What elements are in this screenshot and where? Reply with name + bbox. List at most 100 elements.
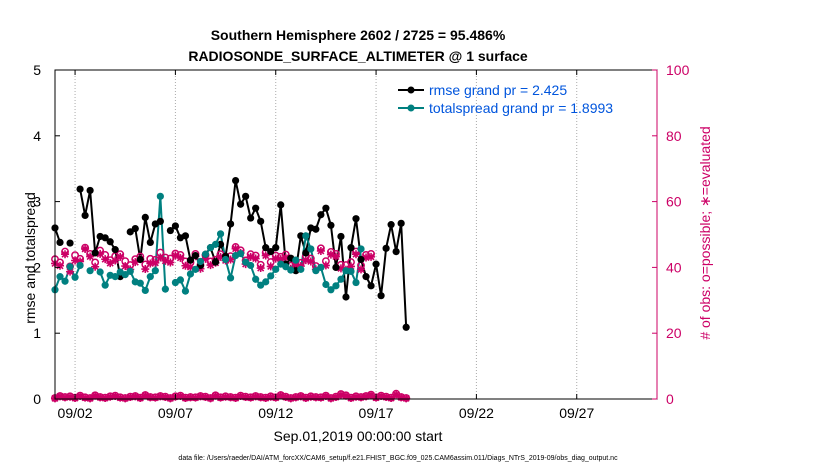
obs-evaluated-marker (81, 244, 90, 253)
totalspread-point (156, 192, 164, 200)
obs-evaluated-low-marker (211, 391, 220, 400)
rmse-point (362, 273, 370, 281)
x-tick-label: 09/02 (58, 405, 93, 421)
obs-evaluated-low-marker (276, 391, 285, 400)
y-tick-label: 5 (33, 62, 41, 78)
y-tick-label: 0 (33, 391, 41, 407)
x-axis-label: Sep.01,2019 00:00:00 start (274, 428, 443, 444)
data-marks (51, 176, 411, 403)
y-tick-label: 1 (33, 325, 41, 341)
obs-evaluated-low-marker (76, 392, 85, 401)
rmse-point (322, 204, 330, 212)
obs-evaluated-marker (111, 256, 120, 265)
rmse-point (357, 255, 365, 264)
obs-evaluated-marker (271, 254, 280, 263)
totalspread-point (327, 286, 335, 294)
totalspread-point (76, 261, 84, 270)
chart-title: Southern Hemisphere 2602 / 2725 = 95.486… (211, 27, 506, 43)
totalspread-point (186, 270, 195, 278)
obs-evaluated-low-marker (216, 393, 225, 402)
rmse-point (181, 232, 190, 240)
totalspread-point (136, 279, 144, 287)
obs-evaluated-low-marker (402, 394, 411, 403)
totalspread-point (96, 268, 104, 276)
obs-evaluated-marker (367, 252, 376, 261)
x-tick-label: 09/27 (559, 405, 594, 421)
totalspread-point (267, 272, 275, 280)
rmse-point (232, 176, 240, 185)
rmse-point (332, 263, 340, 271)
rmse-point (131, 224, 139, 233)
rmse-point (156, 217, 164, 225)
rmse-point (166, 226, 174, 235)
rmse-point (302, 249, 310, 257)
rmse-point (297, 232, 305, 240)
rmse-point (91, 249, 99, 257)
obs-evaluated-low-marker (266, 392, 275, 401)
rmse-point (337, 232, 345, 241)
rmse-point (317, 211, 325, 219)
obs-evaluated-low-marker (326, 394, 335, 403)
obs-evaluated-marker (346, 262, 355, 271)
y-right-tick-label: 40 (666, 259, 682, 275)
y-axis-label: rmse and totalspread (22, 192, 38, 324)
obs-evaluated-marker (362, 253, 371, 262)
rmse-point (312, 225, 320, 233)
obs-evaluated-marker (306, 257, 315, 266)
obs-evaluated-low-marker (261, 394, 270, 403)
rmse-point (382, 244, 390, 252)
rmse-point (272, 244, 280, 252)
obs-evaluated-marker (146, 259, 155, 268)
totalspread-point (332, 282, 340, 290)
obs-evaluated-low-marker (281, 393, 290, 402)
obs-evaluated-low-marker (251, 392, 260, 401)
obs-evaluated-low-marker (382, 393, 391, 402)
obs-evaluated-marker (186, 263, 195, 272)
totalspread-point (216, 230, 225, 238)
obs-evaluated-marker (246, 252, 255, 261)
rmse-point (397, 219, 405, 227)
obs-evaluated-marker (66, 267, 75, 276)
totalspread-point (101, 281, 109, 289)
rmse-point (136, 255, 144, 264)
obs-evaluated-marker (321, 261, 330, 270)
rmse-point (237, 200, 245, 208)
obs-evaluated-marker (276, 255, 285, 264)
obs-evaluated-marker (96, 249, 105, 258)
obs-evaluated-low-marker (201, 393, 210, 402)
totalspread-point (237, 249, 245, 258)
obs-evaluated-low-marker (226, 393, 235, 402)
obs-evaluated-marker (326, 250, 335, 259)
obs-evaluated-low-marker (357, 393, 366, 402)
rmse-point (226, 220, 235, 228)
obs-evaluated-low-marker (196, 392, 205, 401)
rmse-point (387, 221, 395, 229)
rmse-point (146, 238, 154, 246)
totalspread-point (307, 245, 315, 253)
series-0-line (79, 188, 122, 277)
obs-evaluated-low-marker (121, 394, 130, 403)
totalspread-point (161, 285, 169, 293)
obs-evaluated-low-marker (286, 394, 295, 403)
obs-evaluated-marker (281, 253, 290, 262)
rmse-point (327, 221, 335, 229)
obs-evaluated-low-marker (206, 394, 215, 403)
totalspread-point (181, 287, 190, 295)
obs-evaluated-marker (266, 262, 275, 271)
totalspread-point (61, 277, 69, 285)
totalspread-point (191, 265, 200, 273)
obs-evaluated-marker (86, 252, 95, 261)
totalspread-point (322, 280, 330, 289)
obs-evaluated-marker (121, 262, 130, 271)
obs-evaluated-marker (156, 253, 165, 262)
obs-evaluated-low-marker (341, 391, 350, 400)
data-file-footnote: data file: /Users/raeder/DAI/ATM_forcXX/… (178, 455, 618, 462)
obs-evaluated-low-marker (296, 392, 305, 401)
obs-evaluated-marker (116, 252, 125, 261)
obs-evaluated-low-marker (221, 392, 230, 401)
obs-evaluated-low-marker (301, 394, 310, 403)
totalspread-point (86, 267, 94, 275)
obs-evaluated-low-marker (111, 392, 120, 401)
y-right-axis-label: # of obs: o=possible; ∗=evaluated (697, 126, 713, 339)
rmse-point (66, 239, 74, 247)
